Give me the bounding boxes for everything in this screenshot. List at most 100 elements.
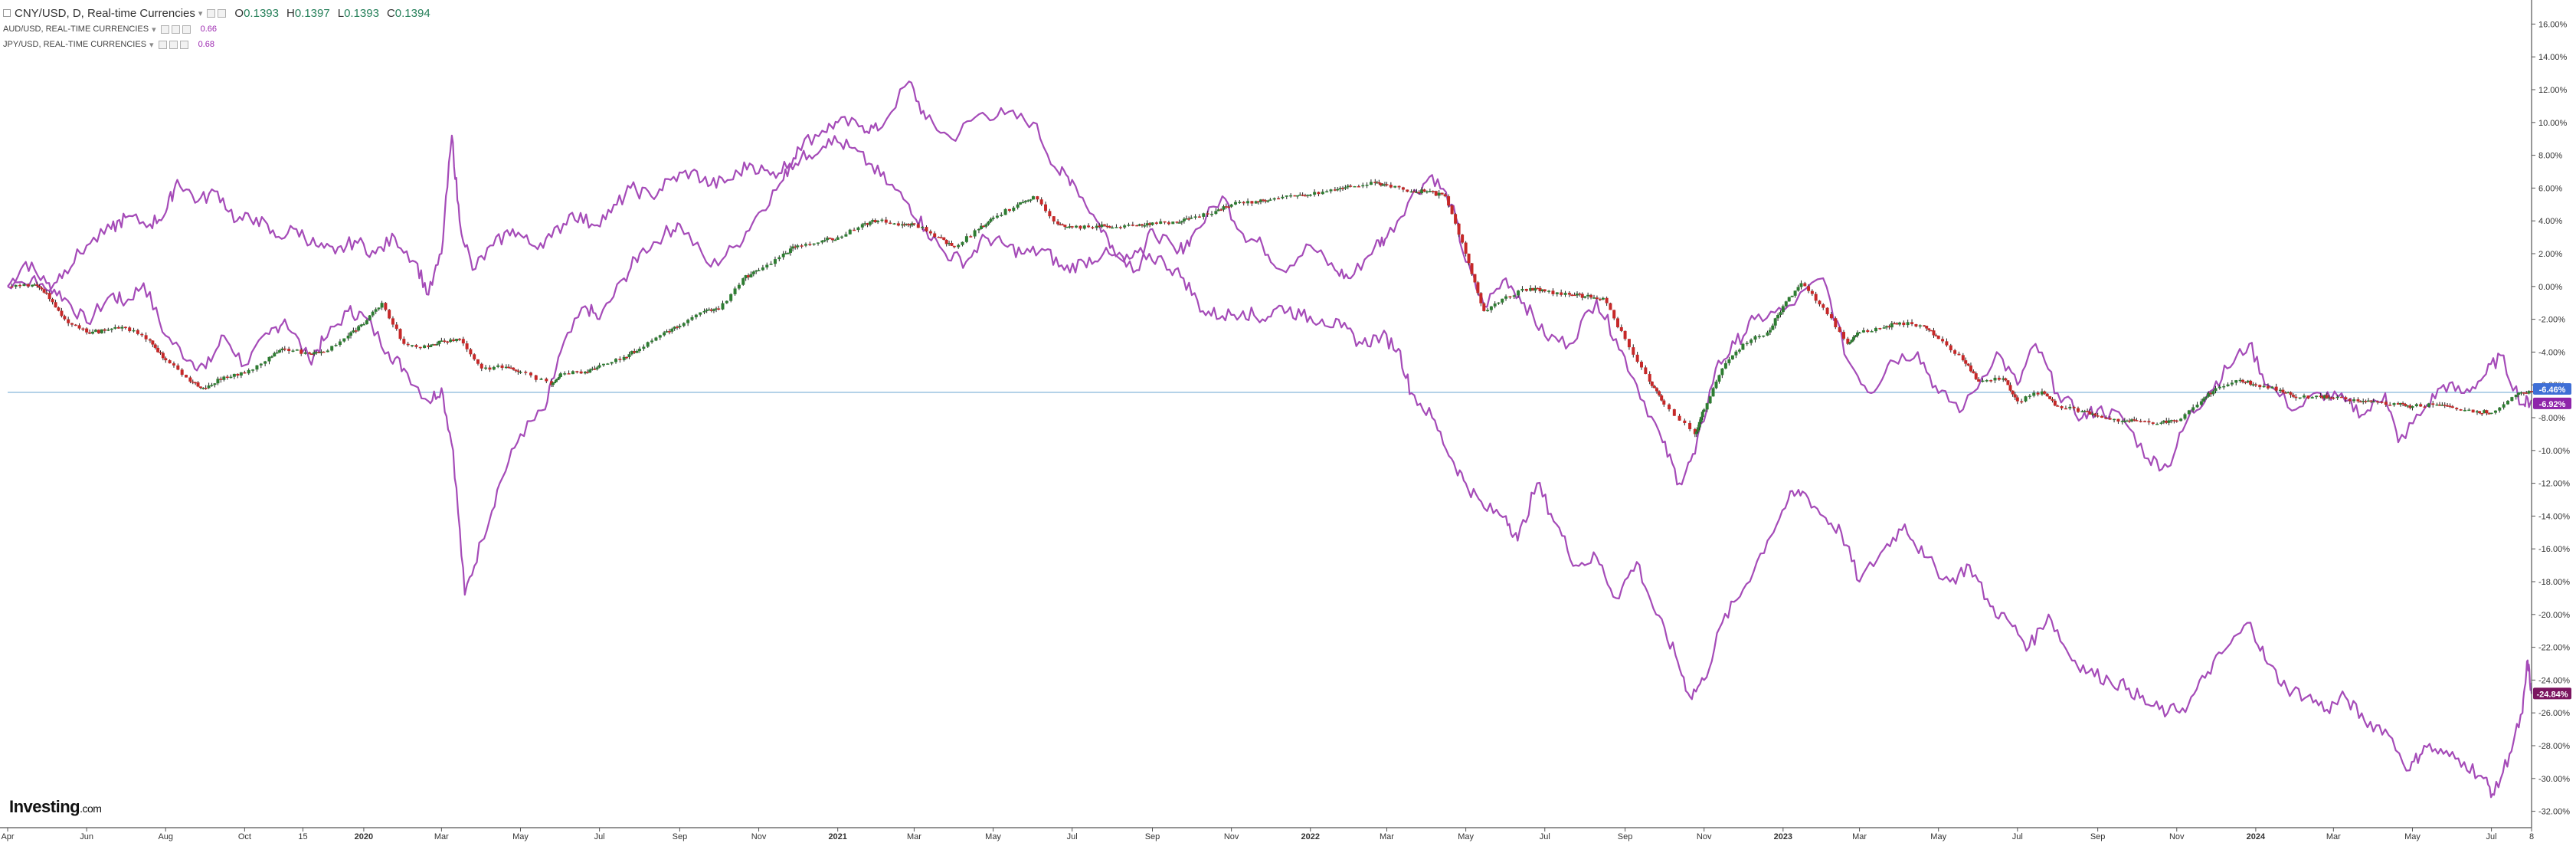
- candle: [2218, 385, 2221, 390]
- candle: [957, 243, 961, 249]
- hide-series-icon[interactable]: [158, 40, 167, 49]
- candle-body: [1250, 201, 1254, 204]
- candle: [418, 346, 422, 350]
- settings-icon[interactable]: [169, 40, 178, 49]
- settings-icon[interactable]: [171, 25, 180, 34]
- candle: [1757, 334, 1761, 339]
- collapse-toggle-icon[interactable]: [3, 9, 11, 17]
- candle: [1543, 289, 1547, 293]
- candle: [593, 366, 597, 370]
- candle: [1214, 208, 1218, 215]
- candle-body: [905, 224, 908, 225]
- candle: [2053, 399, 2057, 407]
- candle: [388, 309, 391, 320]
- candle: [1779, 310, 1782, 318]
- candle: [2036, 391, 2040, 397]
- candle-body: [1592, 297, 1596, 299]
- hide-series-icon[interactable]: [160, 25, 169, 34]
- candle-body: [295, 349, 299, 351]
- candle: [1470, 263, 1474, 276]
- candle: [1177, 219, 1181, 224]
- candle: [1401, 186, 1405, 192]
- remove-series-icon[interactable]: [179, 40, 188, 49]
- candle-body: [908, 224, 912, 226]
- candle: [514, 369, 518, 373]
- candle-body: [384, 303, 388, 310]
- candle: [1229, 203, 1233, 208]
- candle-body: [2120, 421, 2124, 422]
- candle-body: [2303, 395, 2306, 398]
- ohlc-open-label: O: [234, 6, 244, 20]
- candle-body: [1753, 336, 1757, 340]
- candle: [2431, 401, 2435, 408]
- candle: [2077, 406, 2080, 413]
- candle-body: [1699, 417, 1703, 422]
- candle-body: [100, 329, 103, 333]
- x-tick-label: May: [1458, 832, 1474, 841]
- candle: [712, 308, 715, 313]
- candle-body: [1111, 227, 1115, 229]
- candle: [1925, 326, 1929, 331]
- candle-body: [1787, 297, 1791, 302]
- candle-body: [1536, 287, 1540, 290]
- chevron-down-icon[interactable]: ▾: [149, 40, 154, 50]
- candle-body: [1420, 189, 1424, 194]
- candle-body: [682, 323, 686, 326]
- candle: [2135, 418, 2139, 422]
- candle: [2128, 418, 2132, 423]
- candle: [784, 251, 787, 254]
- candle: [2240, 379, 2244, 384]
- candle-body: [1482, 303, 1486, 311]
- settings-icon[interactable]: [218, 8, 227, 18]
- candle: [2525, 390, 2529, 394]
- candle-body: [516, 370, 520, 372]
- candle-body: [1409, 191, 1413, 193]
- candle-body: [2155, 424, 2159, 425]
- candle-body: [1190, 217, 1193, 219]
- candle: [2143, 420, 2147, 423]
- candle: [625, 356, 629, 359]
- candle-body: [97, 330, 100, 333]
- candle-body: [1854, 335, 1858, 337]
- candle-body: [987, 221, 990, 225]
- candle: [496, 363, 500, 369]
- candle-body: [512, 367, 516, 370]
- candle-body: [1497, 302, 1501, 304]
- candle-body: [977, 228, 980, 231]
- candle: [828, 238, 832, 240]
- candle-body: [1660, 395, 1664, 401]
- candle: [1420, 187, 1424, 195]
- candle-body: [2187, 410, 2191, 415]
- candle: [362, 322, 365, 326]
- x-tick-label: Mar: [1852, 832, 1867, 841]
- candle-body: [848, 229, 852, 235]
- candle-body: [1059, 224, 1062, 225]
- candle-body: [1353, 185, 1357, 188]
- candle-body: [1264, 200, 1268, 202]
- chevron-down-icon[interactable]: ▾: [198, 8, 203, 18]
- candle: [1609, 302, 1612, 310]
- candle: [1787, 297, 1791, 302]
- candle: [2487, 412, 2491, 415]
- candle: [1966, 362, 1970, 366]
- candle-body: [1434, 191, 1438, 196]
- candle: [1262, 198, 1265, 203]
- candle: [1061, 223, 1065, 226]
- candle: [1977, 377, 1981, 382]
- candle-body: [2195, 405, 2199, 408]
- candle: [800, 244, 804, 249]
- candle-body: [1440, 192, 1444, 195]
- candle-body: [388, 310, 391, 319]
- candle-body: [1023, 201, 1027, 202]
- candle: [414, 343, 418, 349]
- candle: [901, 221, 905, 228]
- candle: [2306, 395, 2310, 399]
- candle-body: [443, 340, 447, 342]
- candle-body: [2506, 401, 2510, 405]
- hide-series-icon[interactable]: [207, 8, 216, 18]
- chevron-down-icon[interactable]: ▾: [152, 25, 156, 34]
- remove-series-icon[interactable]: [182, 25, 191, 34]
- candle: [2294, 394, 2298, 401]
- investing-logo[interactable]: Investing.com: [9, 797, 102, 817]
